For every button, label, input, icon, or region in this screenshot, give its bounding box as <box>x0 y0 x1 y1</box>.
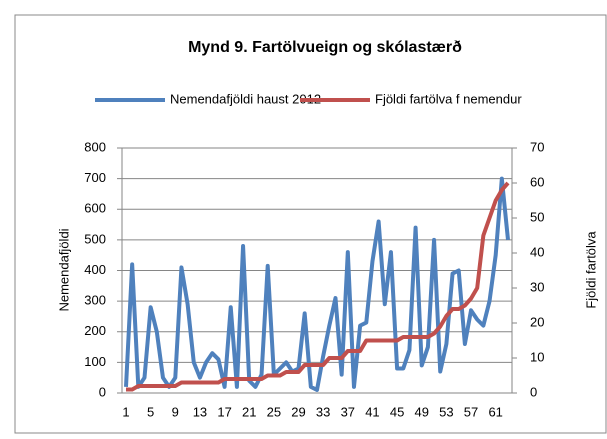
y-axis-label: Nemendafjöldi <box>56 228 71 311</box>
y2-tick-label: 0 <box>530 384 537 399</box>
x-tick-label: 45 <box>390 404 404 419</box>
y2-tick-label: 20 <box>530 314 544 329</box>
x-tick-label: 9 <box>172 404 179 419</box>
y-tick-label: 0 <box>99 384 106 399</box>
x-tick-label: 33 <box>316 404 330 419</box>
x-tick-label: 37 <box>341 404 355 419</box>
x-tick-label: 29 <box>291 404 305 419</box>
y2-tick-label: 50 <box>530 209 544 224</box>
chart-title: Mynd 9. Fartölvueign og skólastærð <box>188 39 462 56</box>
series-line <box>126 181 510 392</box>
y-tick-label: 400 <box>84 262 106 277</box>
x-tick-label: 17 <box>217 404 231 419</box>
x-tick-label: 21 <box>242 404 256 419</box>
x-tick-label: 1 <box>122 404 129 419</box>
y-tick-label: 200 <box>84 323 106 338</box>
series-line <box>124 176 510 392</box>
y-tick-label: 100 <box>84 354 106 369</box>
x-tick-label: 41 <box>365 404 379 419</box>
y2-tick-label: 70 <box>530 139 544 154</box>
y2-tick-label: 30 <box>530 279 544 294</box>
x-tick-label: 13 <box>193 404 207 419</box>
x-tick-label: 49 <box>415 404 429 419</box>
legend-label: Nemendafjöldi haust 2012 <box>170 91 321 106</box>
y2-tick-label: 40 <box>530 244 544 259</box>
y-tick-label: 600 <box>84 201 106 216</box>
y-tick-label: 700 <box>84 170 106 185</box>
y-tick-label: 800 <box>84 139 106 154</box>
y-tick-label: 300 <box>84 293 106 308</box>
y2-tick-label: 60 <box>530 174 544 189</box>
x-tick-label: 53 <box>439 404 453 419</box>
y2-tick-label: 10 <box>530 349 544 364</box>
x-tick-label: 25 <box>267 404 281 419</box>
x-tick-label: 5 <box>147 404 154 419</box>
legend-label: Fjöldi fartölva f nemendur <box>375 91 522 106</box>
x-tick-label: 57 <box>464 404 478 419</box>
x-tick-label: 61 <box>488 404 502 419</box>
y2-axis-label: Fjöldi fartölva <box>583 231 598 309</box>
y-tick-label: 500 <box>84 231 106 246</box>
